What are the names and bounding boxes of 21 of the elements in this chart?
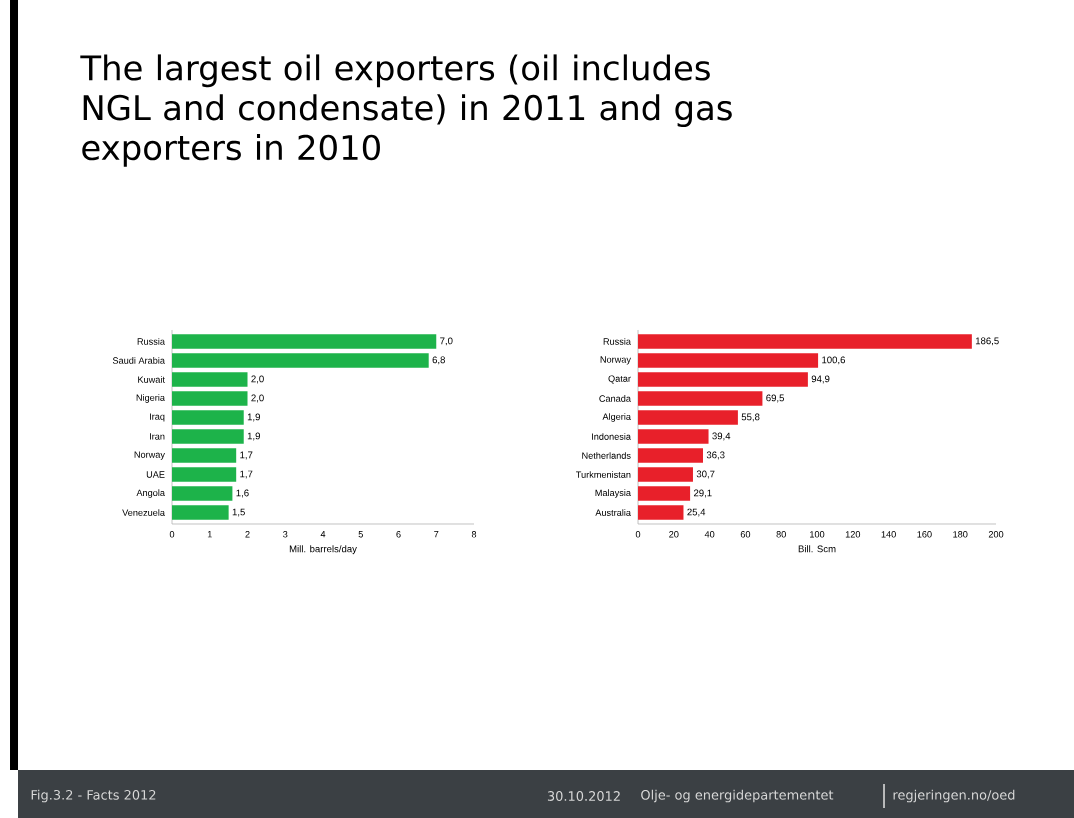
bar xyxy=(172,410,244,425)
bar xyxy=(638,448,703,463)
bar xyxy=(172,467,237,482)
bar xyxy=(638,372,808,387)
bar xyxy=(172,391,248,406)
bar xyxy=(172,372,248,387)
bar xyxy=(638,486,691,501)
bar xyxy=(172,334,437,349)
bar xyxy=(638,467,693,482)
bar xyxy=(172,505,229,520)
bar xyxy=(172,486,233,501)
chart-title: The largest oil exporters (oil includes NGL and condensate) in 2011 and gas exporters in 2010 xyxy=(80,54,732,167)
bar xyxy=(638,391,763,406)
bar xyxy=(172,353,429,368)
bar xyxy=(638,410,738,425)
bar xyxy=(172,429,244,444)
bar xyxy=(172,448,237,463)
bar xyxy=(638,505,684,520)
bar xyxy=(638,334,972,349)
bar xyxy=(638,429,709,444)
bar xyxy=(638,353,819,368)
